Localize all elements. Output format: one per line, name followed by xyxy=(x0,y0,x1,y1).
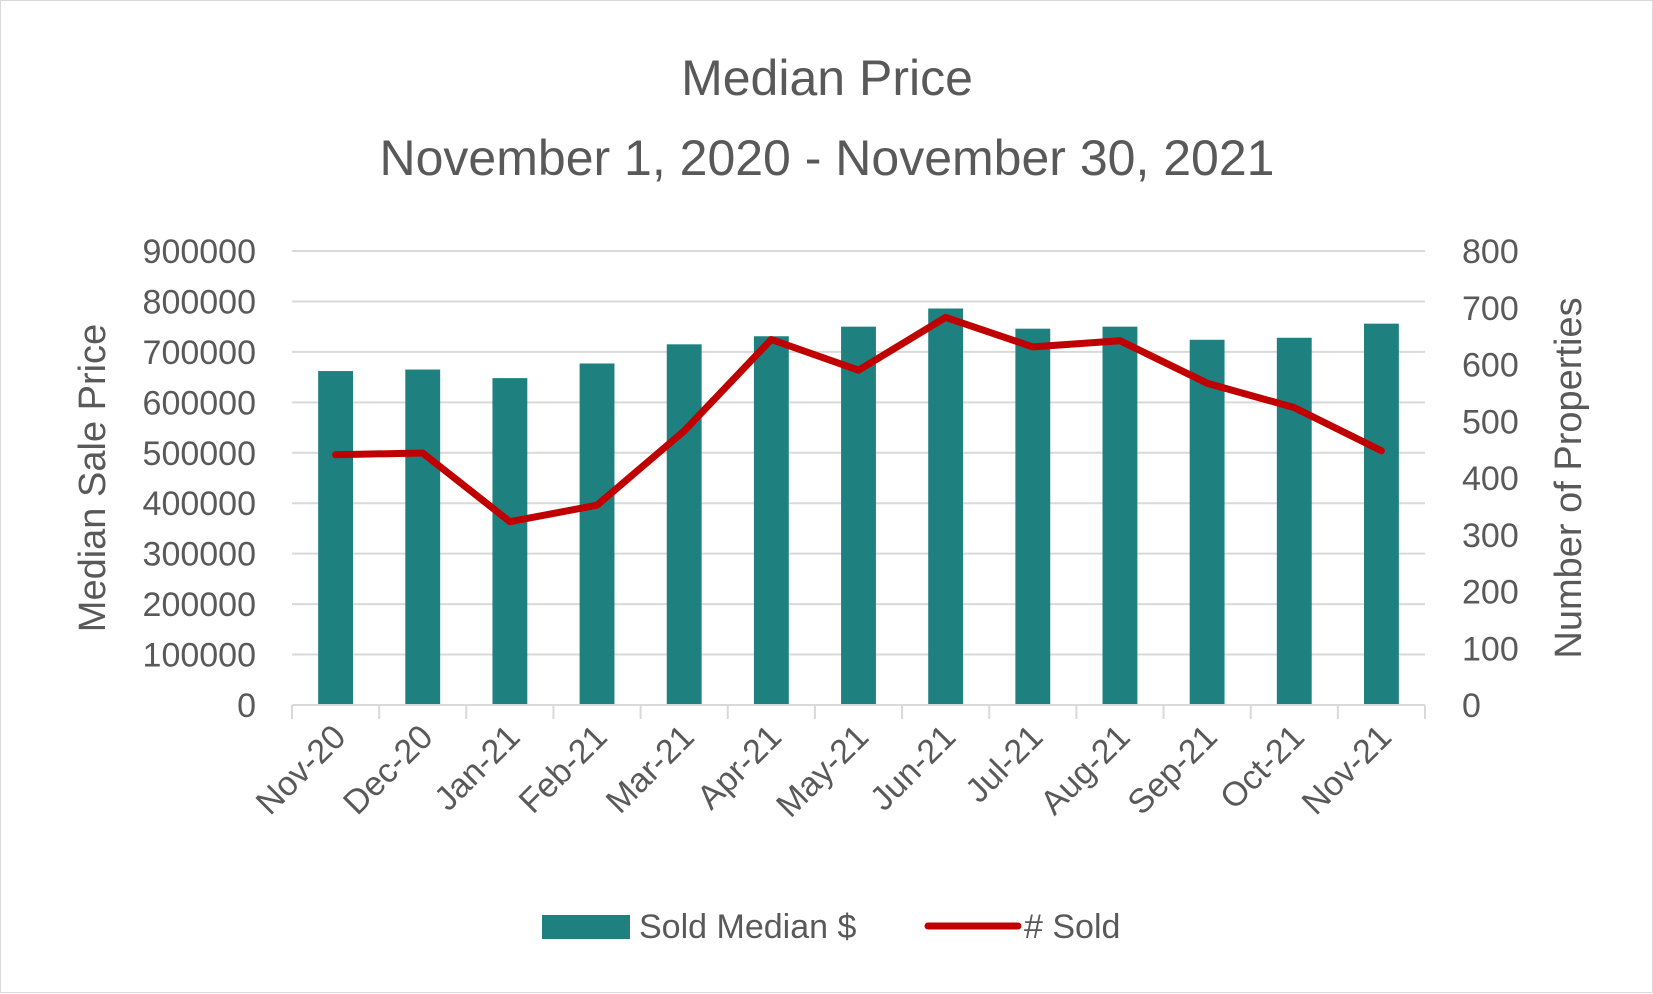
x-tick-label: Oct-21 xyxy=(1213,718,1312,817)
right-axis-tick-labels: 0 100 200 300 400 500 600 700 800 xyxy=(1462,233,1519,725)
x-axis-tick-labels: Nov-20Dec-20Jan-21Feb-21Mar-21Apr-21May-… xyxy=(249,718,1399,825)
legend-label-line: # Sold xyxy=(1024,908,1120,946)
line-series xyxy=(332,313,1385,526)
x-tick-label: Feb-21 xyxy=(512,718,615,821)
right-tick-label: 0 xyxy=(1462,687,1481,725)
bar xyxy=(1102,326,1138,705)
bar-series xyxy=(318,308,1399,705)
x-tick-label: Nov-20 xyxy=(249,718,353,822)
bar xyxy=(492,378,528,705)
x-tick-label: Jun-21 xyxy=(863,718,963,818)
right-axis-title: Number of Properties xyxy=(1548,297,1590,658)
left-tick-label: 900000 xyxy=(143,233,256,271)
left-tick-label: 700000 xyxy=(143,334,256,372)
x-tick-label: May-21 xyxy=(769,718,876,825)
right-tick-label: 500 xyxy=(1462,403,1519,441)
right-tick-label: 100 xyxy=(1462,630,1519,668)
left-tick-label: 500000 xyxy=(143,435,256,473)
bar xyxy=(1276,337,1312,705)
legend: Sold Median $ # Sold xyxy=(542,908,1120,946)
chart-subtitle: November 1, 2020 - November 30, 2021 xyxy=(380,130,1275,186)
bar xyxy=(405,369,441,705)
legend-swatch-bar xyxy=(542,915,630,939)
bar xyxy=(753,336,789,705)
bar xyxy=(318,371,354,705)
x-tick-label: Mar-21 xyxy=(599,718,702,821)
right-tick-label: 400 xyxy=(1462,460,1519,498)
right-tick-label: 700 xyxy=(1462,290,1519,328)
bar xyxy=(841,326,876,705)
x-tick-label: Jan-21 xyxy=(427,718,527,818)
chart-title: Median Price xyxy=(681,50,973,106)
bar xyxy=(928,308,964,705)
left-tick-label: 800000 xyxy=(143,283,256,321)
left-tick-label: 100000 xyxy=(143,637,256,675)
left-tick-label: 600000 xyxy=(143,384,256,422)
bar xyxy=(579,363,615,705)
left-tick-label: 300000 xyxy=(143,536,256,574)
x-tick-label: Aug-21 xyxy=(1033,718,1137,822)
x-tick-label: Dec-20 xyxy=(336,718,440,822)
right-tick-label: 200 xyxy=(1462,574,1519,612)
right-tick-label: 800 xyxy=(1462,233,1519,271)
axes xyxy=(291,704,1426,719)
right-tick-label: 600 xyxy=(1462,347,1519,385)
left-tick-label: 200000 xyxy=(143,586,256,624)
sold-count-line xyxy=(332,313,1385,526)
x-tick-label: Sep-21 xyxy=(1120,718,1224,822)
left-tick-label: 0 xyxy=(237,687,256,725)
bar xyxy=(1015,328,1051,705)
left-axis-tick-labels: 0 100000 200000 300000 400000 500000 600000 700… xyxy=(143,233,256,725)
left-tick-label: 400000 xyxy=(143,485,256,523)
bar xyxy=(1363,323,1399,705)
right-tick-label: 300 xyxy=(1462,517,1519,555)
x-tick-label: Nov-21 xyxy=(1295,718,1399,822)
left-axis-title: Median Sale Price xyxy=(72,324,114,632)
bar xyxy=(1189,339,1225,705)
legend-label-bar: Sold Median $ xyxy=(639,908,856,946)
bar xyxy=(666,344,702,705)
